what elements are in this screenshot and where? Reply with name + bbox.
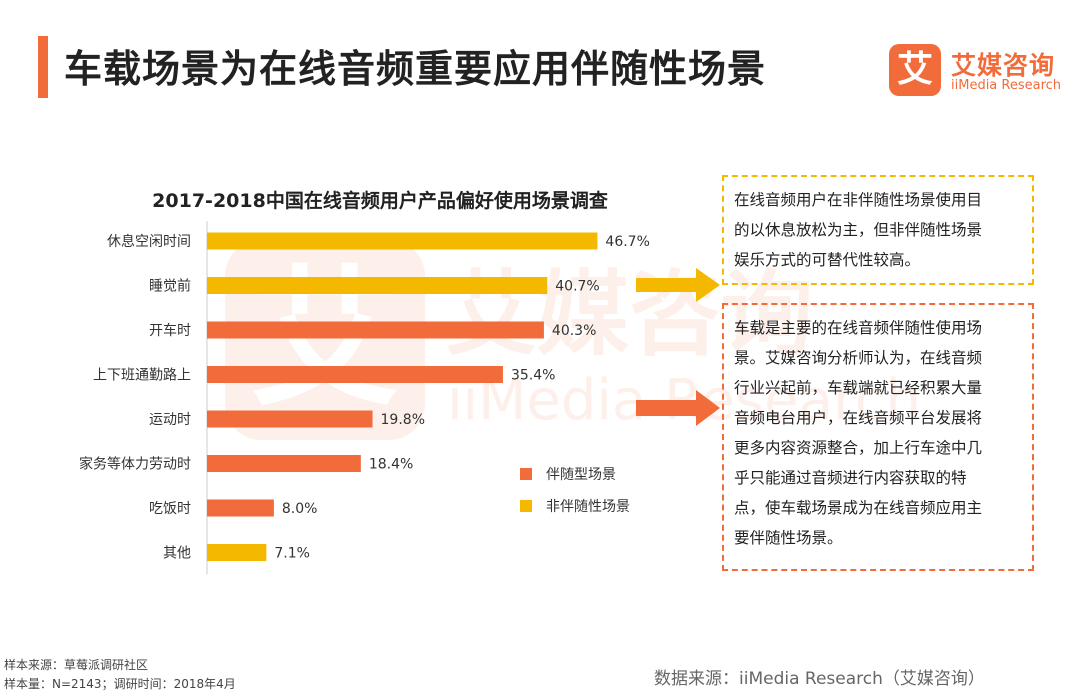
legend-swatch-companion [520, 468, 532, 480]
sample-size: 样本量：N=2143；调研时间：2018年4月 [4, 677, 236, 691]
title-accent-bar [38, 36, 48, 98]
logo-name-en: iiMedia Research [951, 78, 1062, 93]
note-line: 的以休息放松为主，但非伴随性场景 [734, 221, 983, 239]
arrow-right-icon [636, 268, 720, 302]
note-line: 点，使车载场景成为在线音频应用主 [734, 499, 983, 517]
value-label: 19.8% [381, 412, 425, 428]
bar [207, 455, 361, 472]
chart-legend: 伴随型场景 非伴随性场景 [520, 466, 630, 530]
legend-swatch-non-companion [520, 500, 532, 512]
category-label: 其他 [163, 546, 191, 562]
bar [207, 410, 373, 428]
note-line: 娱乐方式的可替代性较高。 [734, 251, 921, 269]
note-line: 更多内容资源整合，加上行车途中几 [734, 439, 983, 457]
arrow-right-icon [636, 390, 720, 426]
note-line: 乎只能通过音频进行内容获取的特 [734, 469, 967, 487]
note-line: 要伴随性场景。 [734, 529, 843, 547]
bar [207, 321, 544, 339]
category-label: 休息空闲时间 [107, 233, 191, 250]
logo-name-cn: 艾媒咨询 [951, 51, 1056, 80]
value-label: 8.0% [282, 501, 318, 517]
logo-icon: 艾 [889, 44, 941, 96]
category-label: 运动时 [149, 412, 191, 428]
category-label: 吃饭时 [149, 501, 191, 517]
value-label: 46.7% [605, 234, 649, 250]
category-label: 睡觉前 [149, 278, 191, 295]
note-companion: 车载是主要的在线音频伴随性使用场 景。艾媒咨询分析师认为，在线音频 行业兴起前，… [722, 303, 1034, 571]
bar [207, 499, 274, 517]
category-label: 开车时 [149, 322, 191, 339]
note-line: 车载是主要的在线音频伴随性使用场 [734, 319, 983, 337]
page-title: 车载场景为在线音频重要应用伴随性场景 [64, 47, 767, 91]
category-label: 上下班通勤路上 [93, 368, 191, 384]
sample-info: 样本来源：草莓派调研社区 样本量：N=2143；调研时间：2018年4月 [4, 656, 236, 694]
value-label: 40.7% [555, 279, 599, 295]
note-line: 行业兴起前，车载端就已经积累大量 [734, 379, 983, 397]
value-label: 35.4% [511, 368, 555, 384]
bar [207, 277, 548, 294]
note-line: 音频电台用户，在线音频平台发展将 [734, 409, 983, 427]
bar [207, 544, 267, 561]
value-label: 40.3% [552, 323, 596, 339]
bar [207, 232, 598, 250]
category-label: 家务等体力劳动时 [79, 456, 191, 473]
bar [207, 366, 503, 383]
brand-logo: 艾 艾媒咨询 iiMedia Research [889, 44, 1069, 100]
value-label: 18.4% [369, 457, 413, 473]
legend-item-companion: 伴随型场景 [520, 466, 630, 483]
note-line: 在线音频用户在非伴随性场景使用目 [734, 191, 983, 209]
note-line: 景。艾媒咨询分析师认为，在线音频 [734, 349, 983, 367]
value-label: 7.1% [274, 546, 310, 562]
legend-label-non-companion: 非伴随性场景 [546, 499, 630, 515]
legend-item-non-companion: 非伴随性场景 [520, 498, 630, 515]
legend-label-companion: 伴随型场景 [546, 467, 616, 483]
note-non-companion: 在线音频用户在非伴随性场景使用目 的以休息放松为主，但非伴随性场景 娱乐方式的可… [722, 175, 1034, 285]
chart-title: 2017-2018中国在线音频用户产品偏好使用场景调查 [152, 190, 608, 212]
data-source: 数据来源：iiMedia Research（艾媒咨询） [654, 669, 985, 689]
sample-source: 样本来源：草莓派调研社区 [4, 658, 149, 672]
